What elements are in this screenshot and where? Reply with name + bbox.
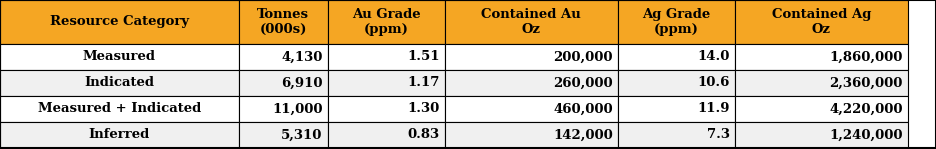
Bar: [328, 0, 445, 44]
Bar: [618, 70, 735, 96]
Bar: [445, 122, 618, 148]
Bar: [618, 96, 735, 122]
Bar: [0, 122, 239, 148]
Bar: [328, 44, 445, 70]
Text: 1.51: 1.51: [407, 51, 440, 63]
Text: Resource Category: Resource Category: [50, 15, 189, 28]
Text: 10.6: 10.6: [697, 76, 730, 90]
Bar: [735, 0, 908, 44]
Bar: [239, 44, 328, 70]
Bar: [0, 96, 239, 122]
Text: 460,000: 460,000: [553, 103, 613, 115]
Bar: [0, 0, 239, 44]
Text: Au Grade
(ppm): Au Grade (ppm): [352, 8, 420, 36]
Bar: [445, 0, 618, 44]
Text: 11,000: 11,000: [272, 103, 323, 115]
Bar: [239, 96, 328, 122]
Text: 0.83: 0.83: [407, 128, 440, 142]
Bar: [328, 122, 445, 148]
Bar: [239, 0, 328, 44]
Text: 260,000: 260,000: [553, 76, 613, 90]
Text: Contained Au
Oz: Contained Au Oz: [481, 8, 581, 36]
Text: 11.9: 11.9: [697, 103, 730, 115]
Text: 6,910: 6,910: [281, 76, 323, 90]
Bar: [735, 122, 908, 148]
Text: 142,000: 142,000: [553, 128, 613, 142]
Text: 14.0: 14.0: [697, 51, 730, 63]
Bar: [328, 70, 445, 96]
Bar: [0, 70, 239, 96]
Bar: [239, 122, 328, 148]
Text: Indicated: Indicated: [84, 76, 154, 90]
Bar: [0, 44, 239, 70]
Text: Measured: Measured: [83, 51, 155, 63]
Bar: [735, 96, 908, 122]
Bar: [618, 0, 735, 44]
Bar: [445, 44, 618, 70]
Bar: [445, 96, 618, 122]
Text: Inferred: Inferred: [89, 128, 150, 142]
Bar: [239, 70, 328, 96]
Text: Tonnes
(000s): Tonnes (000s): [257, 8, 309, 36]
Text: Measured + Indicated: Measured + Indicated: [37, 103, 201, 115]
Bar: [445, 70, 618, 96]
Bar: [735, 44, 908, 70]
Text: 1,860,000: 1,860,000: [829, 51, 903, 63]
Text: 4,220,000: 4,220,000: [829, 103, 903, 115]
Bar: [735, 70, 908, 96]
Text: 200,000: 200,000: [553, 51, 613, 63]
Text: Ag Grade
(ppm): Ag Grade (ppm): [642, 8, 710, 36]
Text: 1.17: 1.17: [407, 76, 440, 90]
Bar: [328, 96, 445, 122]
Bar: [618, 44, 735, 70]
Text: 1.30: 1.30: [407, 103, 440, 115]
Text: 2,360,000: 2,360,000: [829, 76, 903, 90]
Bar: [618, 122, 735, 148]
Text: 7.3: 7.3: [707, 128, 730, 142]
Text: 4,130: 4,130: [281, 51, 323, 63]
Text: Contained Ag
Oz: Contained Ag Oz: [771, 8, 871, 36]
Text: 1,240,000: 1,240,000: [829, 128, 903, 142]
Text: 5,310: 5,310: [281, 128, 323, 142]
